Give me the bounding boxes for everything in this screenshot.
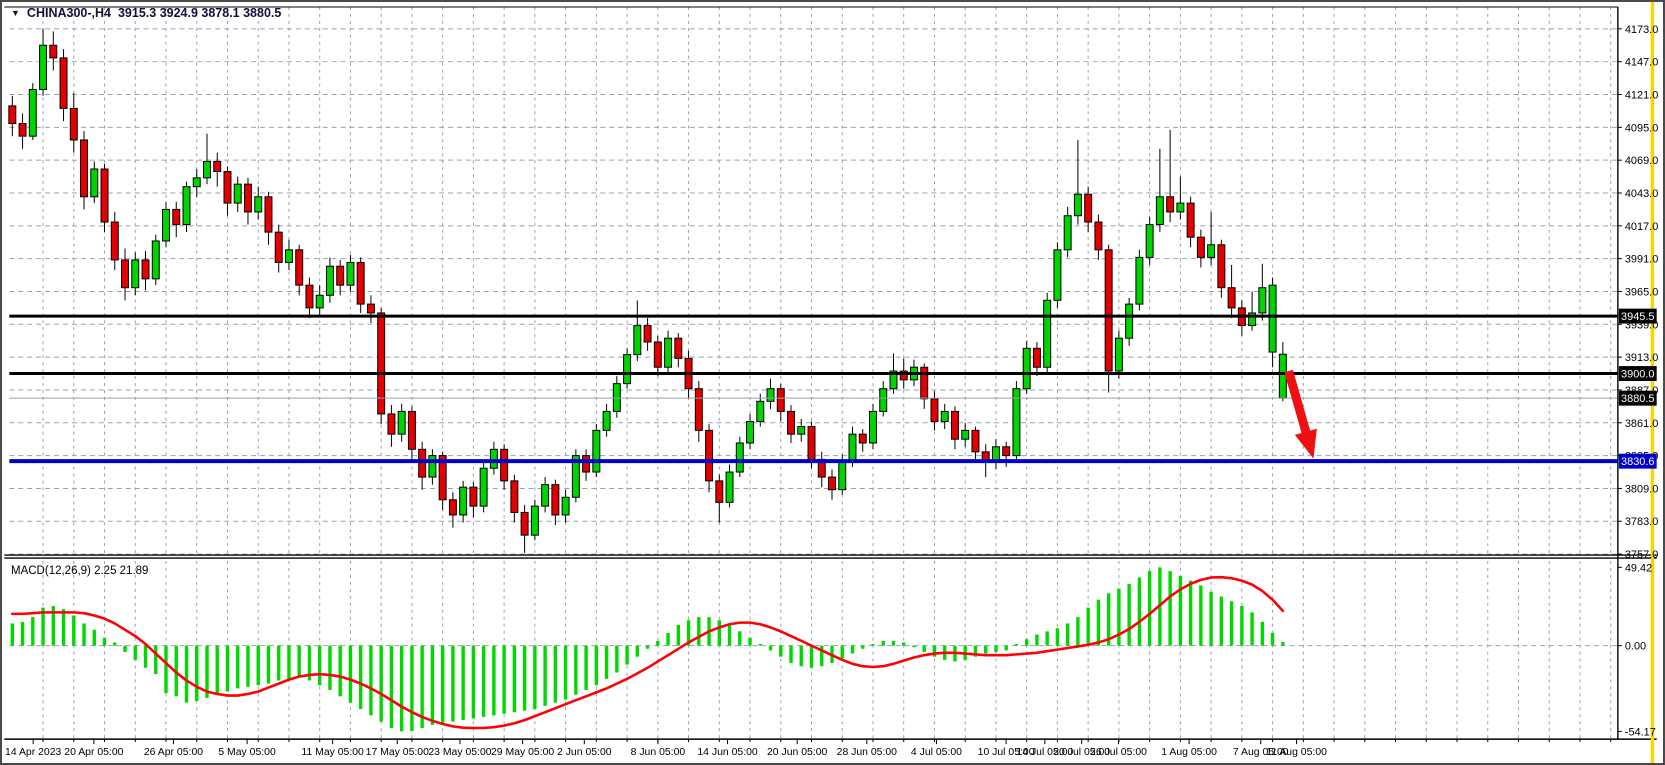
svg-text:4173.0: 4173.0 — [1625, 24, 1658, 36]
time-label: 26 Apr 05:00 — [144, 747, 203, 758]
time-label: 2 Jun 05:00 — [557, 747, 612, 758]
down-arrow-annotation — [1284, 369, 1317, 459]
time-label: 20 Jul 05:00 — [1053, 747, 1110, 758]
svg-text:3830.6: 3830.6 — [1621, 456, 1654, 468]
svg-text:4095.0: 4095.0 — [1625, 122, 1658, 134]
macd-pane — [10, 567, 1285, 732]
time-label: 26 Jul 05:00 — [1090, 747, 1147, 758]
svg-text:3809.0: 3809.0 — [1625, 483, 1658, 495]
axis-frame — [4, 2, 1657, 763]
svg-text:-54.17: -54.17 — [1625, 726, 1656, 738]
svg-text:4017.0: 4017.0 — [1625, 221, 1658, 233]
svg-text:0.00: 0.00 — [1625, 641, 1646, 653]
svg-text:3991.0: 3991.0 — [1625, 254, 1658, 266]
level-lines — [9, 314, 1618, 464]
svg-text:3880.5: 3880.5 — [1621, 393, 1654, 405]
time-label: 20 Jun 05:00 — [767, 747, 828, 758]
price-badge-3900.0 — [1618, 366, 1657, 382]
svg-text:3945.5: 3945.5 — [1621, 311, 1654, 323]
macd-indicator-label: MACD(12,26,9) 2.25 21.89 — [11, 565, 149, 577]
svg-text:4043.0: 4043.0 — [1625, 188, 1658, 200]
time-axis: 14 Apr 2023 20 Apr 05:00 26 Apr 05:00 5 May… — [5, 739, 1612, 758]
time-label: 7 Aug 05:00 — [1233, 747, 1289, 758]
time-label: 14 Jul 05:00 — [1016, 747, 1073, 758]
price-badge-3945.5 — [1618, 308, 1657, 324]
time-label: 23 May 05:00 — [428, 747, 491, 758]
price-badge-3830.6 — [1618, 453, 1657, 469]
symbol-title: CHINA300-,H4 — [26, 6, 111, 20]
svg-text:3783.0: 3783.0 — [1625, 516, 1658, 528]
macd-signal-line — [11, 575, 1285, 730]
time-label: 8 Jun 05:00 — [631, 747, 686, 758]
time-label: 17 May 05:00 — [366, 747, 429, 758]
svg-text:3757.0: 3757.0 — [1625, 549, 1658, 561]
time-label: 5 May 05:00 — [218, 747, 276, 758]
svg-text:3965.0: 3965.0 — [1625, 286, 1658, 298]
svg-text:49.42: 49.42 — [1625, 562, 1652, 574]
macd-axis: 49.42 0.00 -54.17 — [1617, 562, 1656, 738]
time-label: 11 May 05:00 — [301, 747, 364, 758]
time-label: 4 Jul 05:00 — [911, 747, 962, 758]
svg-text:3913.0: 3913.0 — [1625, 352, 1658, 364]
price-badge-3880.5 — [1618, 390, 1657, 406]
svg-text:3861.0: 3861.0 — [1625, 418, 1658, 430]
svg-text:3900.0: 3900.0 — [1621, 369, 1654, 381]
time-label: 10 Jul 05:00 — [978, 747, 1035, 758]
time-label: 1 Aug 05:00 — [1161, 747, 1217, 758]
time-label: 29 May 05:00 — [491, 747, 554, 758]
svg-text:4147.0: 4147.0 — [1625, 57, 1658, 69]
svg-text:4069.0: 4069.0 — [1625, 155, 1658, 167]
time-label: 20 Apr 05:00 — [64, 747, 123, 758]
candles-layer — [8, 28, 1287, 553]
time-label: 28 Jun 05:00 — [837, 747, 898, 758]
symbol-dropdown-icon[interactable]: ▼ — [11, 7, 20, 18]
time-label: 14 Jun 05:00 — [697, 747, 758, 758]
ohlc-readout: 3915.3 3924.9 3878.1 3880.5 — [117, 6, 282, 20]
svg-text:4121.0: 4121.0 — [1625, 89, 1658, 101]
price-badges: 3945.5 3900.0 3880.5 3830.6 — [1618, 308, 1657, 469]
time-label: 11 Aug 05:00 — [1266, 747, 1327, 758]
chart-title-row: ▼ CHINA300-,H4 3915.3 3924.9 3878.1 3880… — [11, 6, 281, 20]
time-label: 14 Apr 2023 — [5, 747, 61, 758]
